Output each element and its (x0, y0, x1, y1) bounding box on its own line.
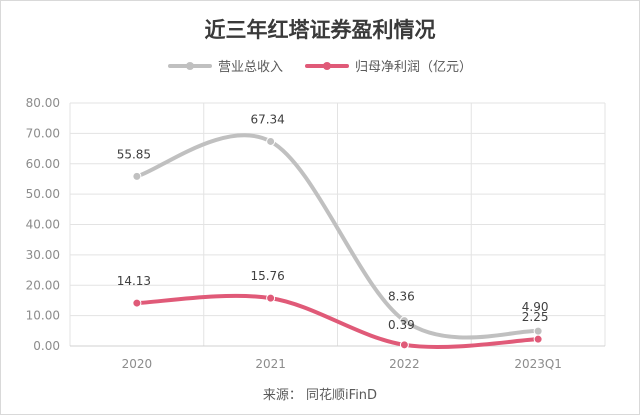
data-label-0-0: 55.85 (117, 147, 151, 161)
x-tick-label-2: 2022 (389, 357, 420, 371)
y-tick-label-7: 70.00 (26, 126, 60, 140)
data-label-0-3: 4.90 (522, 300, 549, 314)
data-label-0-2: 8.36 (388, 290, 415, 304)
y-tick-label-2: 20.00 (26, 278, 60, 292)
data-point-0-1 (266, 136, 276, 146)
y-tick-label-6: 60.00 (26, 157, 60, 171)
y-tick-label-5: 50.00 (26, 187, 60, 201)
data-label-1-0: 14.13 (117, 274, 151, 288)
series-line-0 (134, 133, 541, 340)
y-tick-label-3: 30.00 (26, 248, 60, 262)
legend-label-net-profit: 归母净利润（亿元） (355, 60, 473, 75)
data-point-0-2 (399, 316, 409, 326)
data-point-1-1 (266, 293, 276, 303)
y-tick-label-1: 10.00 (26, 309, 60, 323)
series-line-1 (134, 293, 541, 349)
y-tick-label-0: 0.00 (33, 339, 60, 353)
y-tick-label-4: 40.00 (26, 218, 60, 232)
x-tick-label-3: 2023Q1 (514, 357, 562, 371)
legend-swatch-revenue (167, 61, 212, 70)
data-point-1-3 (533, 334, 543, 344)
chart-title: 近三年红塔证券盈利情况 (204, 18, 436, 42)
data-label-0-1: 67.34 (250, 112, 284, 126)
source-note: 来源： 同花顺iFinD (262, 388, 378, 403)
data-point-0-0 (132, 171, 142, 181)
data-label-1-3: 2.25 (522, 310, 549, 324)
chart-legend: 营业总收入 归母净利润（亿元） (0, 56, 640, 75)
legend-item-revenue: 营业总收入 (167, 56, 283, 75)
x-tick-label-0: 2020 (122, 357, 153, 371)
x-tick-label-1: 2021 (255, 357, 286, 371)
data-point-1-0 (132, 298, 142, 308)
y-tick-label-8: 80.00 (26, 96, 60, 110)
data-label-1-2: 0.39 (388, 318, 415, 332)
data-label-1-1: 15.76 (250, 269, 284, 283)
data-point-1-2 (399, 340, 409, 350)
legend-label-revenue: 营业总收入 (217, 60, 283, 75)
data-point-0-3 (533, 326, 543, 336)
legend-swatch-net-profit (305, 61, 349, 70)
legend-item-net-profit: 归母净利润（亿元） (305, 56, 472, 75)
